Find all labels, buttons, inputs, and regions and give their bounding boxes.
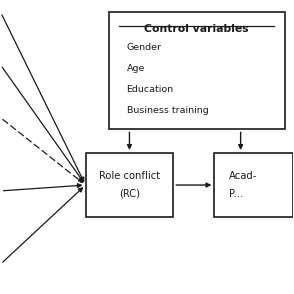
Text: Role conflict: Role conflict bbox=[99, 171, 160, 181]
FancyBboxPatch shape bbox=[214, 153, 293, 217]
Text: Control variables: Control variables bbox=[144, 24, 249, 34]
Text: (RC): (RC) bbox=[119, 189, 140, 199]
Text: P...: P... bbox=[229, 189, 243, 199]
Text: Age: Age bbox=[126, 64, 145, 73]
Text: Business training: Business training bbox=[126, 106, 208, 115]
Text: Gender: Gender bbox=[126, 43, 161, 52]
Text: Acad-: Acad- bbox=[229, 171, 257, 181]
FancyBboxPatch shape bbox=[109, 12, 285, 129]
FancyBboxPatch shape bbox=[86, 153, 173, 217]
Text: Education: Education bbox=[126, 85, 174, 94]
